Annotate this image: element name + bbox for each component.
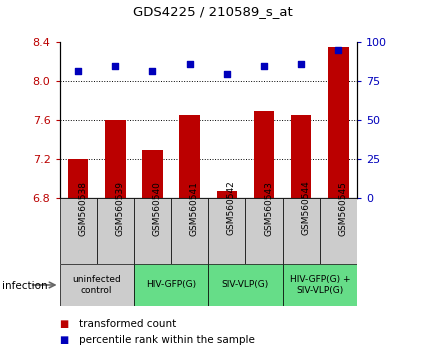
Bar <box>245 198 283 264</box>
Bar <box>328 47 348 198</box>
Point <box>298 62 305 67</box>
Point <box>335 47 342 53</box>
Text: GSM560542: GSM560542 <box>227 181 236 235</box>
Bar <box>254 110 274 198</box>
Bar <box>179 115 200 198</box>
Bar <box>208 198 245 264</box>
Text: ■: ■ <box>60 319 69 329</box>
Text: GSM560540: GSM560540 <box>153 181 162 235</box>
Bar <box>134 198 171 264</box>
Bar <box>171 198 208 264</box>
Bar <box>142 149 163 198</box>
Text: infection: infection <box>2 281 48 291</box>
Point <box>261 63 267 69</box>
Text: SIV-VLP(G): SIV-VLP(G) <box>222 280 269 290</box>
Text: ■: ■ <box>60 335 69 345</box>
Point <box>149 68 156 73</box>
Text: GSM560545: GSM560545 <box>338 181 347 235</box>
Bar <box>291 115 312 198</box>
Text: percentile rank within the sample: percentile rank within the sample <box>79 335 255 345</box>
Text: GSM560538: GSM560538 <box>78 181 87 235</box>
Text: HIV-GFP(G) +
SIV-VLP(G): HIV-GFP(G) + SIV-VLP(G) <box>289 275 350 295</box>
Bar <box>217 192 237 198</box>
Point <box>186 62 193 67</box>
Point <box>75 68 82 73</box>
Point <box>112 63 119 69</box>
Bar <box>208 264 283 306</box>
Bar <box>60 198 96 264</box>
Bar <box>134 264 208 306</box>
Text: GSM560541: GSM560541 <box>190 181 198 235</box>
Text: transformed count: transformed count <box>79 319 176 329</box>
Text: HIV-GFP(G): HIV-GFP(G) <box>146 280 196 290</box>
Bar <box>320 198 357 264</box>
Bar <box>60 264 134 306</box>
Text: GSM560544: GSM560544 <box>301 181 310 235</box>
Bar <box>283 198 320 264</box>
Text: GSM560543: GSM560543 <box>264 181 273 235</box>
Text: uninfected
control: uninfected control <box>72 275 121 295</box>
Point <box>224 71 230 76</box>
Bar <box>283 264 357 306</box>
Bar <box>68 159 88 198</box>
Text: GDS4225 / 210589_s_at: GDS4225 / 210589_s_at <box>133 5 292 18</box>
Bar <box>96 198 134 264</box>
Text: GSM560539: GSM560539 <box>115 181 124 235</box>
Bar <box>105 120 125 198</box>
